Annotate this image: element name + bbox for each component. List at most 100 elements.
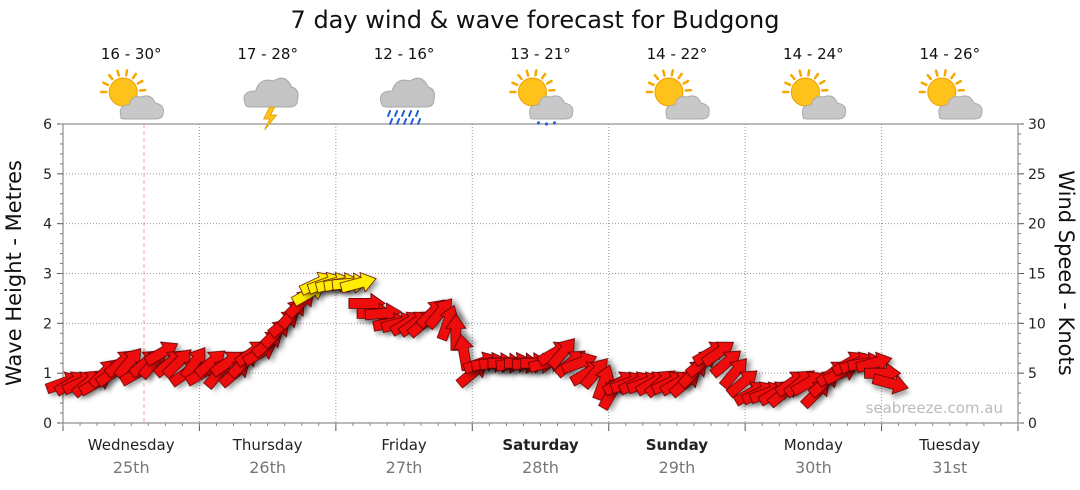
sun-ray xyxy=(818,79,826,85)
sun-cloud-drizzle-icon xyxy=(509,69,574,126)
temperature-range: 16 - 30° xyxy=(101,45,162,63)
sun-ray xyxy=(647,81,655,87)
sun-ray xyxy=(677,72,683,80)
rain-drop xyxy=(401,110,406,117)
y-left-tick-label: 6 xyxy=(43,117,52,133)
wind-arrow-shape xyxy=(718,358,747,391)
rain-drop xyxy=(408,110,413,117)
day-label: Monday xyxy=(784,436,843,454)
wind-arrow xyxy=(871,373,909,395)
day-label: Saturday xyxy=(502,436,579,454)
sun-cloud-icon xyxy=(918,69,983,120)
temperature-range: 14 - 22° xyxy=(647,45,708,63)
sun-ray xyxy=(116,69,121,77)
rain-drop xyxy=(387,110,392,117)
drizzle-drop xyxy=(536,121,541,125)
wind-arrow-shape xyxy=(436,304,460,342)
y-right-tick-label: 20 xyxy=(1028,217,1046,233)
cloud xyxy=(243,77,299,108)
sun-ray xyxy=(124,69,129,77)
wind-arrow xyxy=(700,341,735,368)
y-left-tick-label: 4 xyxy=(43,217,52,233)
temperature-range: 17 - 28° xyxy=(237,45,298,63)
date-label: 30th xyxy=(795,458,832,477)
wind-arrow xyxy=(161,349,192,380)
drizzle-drop xyxy=(552,121,557,125)
sun-ray xyxy=(653,73,660,81)
sun-ray xyxy=(920,81,928,87)
day-label: Friday xyxy=(381,436,427,454)
date-label: 29th xyxy=(659,458,696,477)
y-axis-left: 0 1 2 3 4 5 6 xyxy=(43,117,63,432)
sun-ray xyxy=(545,79,553,85)
sun-ray xyxy=(934,69,939,77)
y-left-tick-label: 3 xyxy=(43,267,52,283)
rain-drop xyxy=(410,118,415,125)
sun-ray xyxy=(541,72,547,80)
sun-ray xyxy=(670,69,674,77)
sun-ray xyxy=(789,73,796,81)
wind-arrow xyxy=(709,350,742,379)
sun-ray xyxy=(784,81,792,87)
rain-drop xyxy=(415,110,420,117)
rain-drop xyxy=(389,118,394,125)
chart-title: 7 day wind & wave forecast for Budgong xyxy=(291,6,780,34)
temperature-range: 12 - 16° xyxy=(374,45,435,63)
y-left-tick-label: 1 xyxy=(43,366,52,382)
lightning-bolt xyxy=(262,106,278,131)
sun-ray xyxy=(534,69,538,77)
rain-drop xyxy=(394,110,399,117)
sun-ray xyxy=(102,81,110,87)
sun-cloud-icon xyxy=(645,69,710,120)
cloud xyxy=(938,95,983,120)
sun-ray xyxy=(926,73,933,81)
wind-arrow-shape xyxy=(193,350,226,379)
weather-icons xyxy=(99,69,983,131)
wind-arrows xyxy=(44,271,909,411)
wind-arrow xyxy=(339,271,377,294)
wind-arrow-shape xyxy=(161,349,192,380)
y-right-tick-label: 25 xyxy=(1028,167,1046,183)
cloud-lightning-icon xyxy=(243,77,299,131)
sun-ray xyxy=(136,79,144,85)
wind-arrow xyxy=(436,304,460,342)
date-label: 28th xyxy=(522,458,559,477)
date-label: 26th xyxy=(249,458,286,477)
y-left-tick-label: 2 xyxy=(43,316,52,332)
sun-ray xyxy=(511,81,519,87)
wind-arrow-shape xyxy=(709,350,742,379)
sun-cloud-icon xyxy=(782,69,847,120)
wind-arrow xyxy=(546,338,575,371)
sun-ray xyxy=(955,79,963,85)
y-right-tick-label: 0 xyxy=(1028,416,1037,432)
x-axis-days: Wednesday 25th 16 - 30° Thursday 26th 17 - 28… xyxy=(62,45,1019,477)
wind-arrow xyxy=(193,350,226,379)
sun-ray xyxy=(813,72,820,80)
y-right-tick-label: 30 xyxy=(1028,117,1046,133)
day-label: Tuesday xyxy=(918,436,980,454)
sun-ray xyxy=(807,69,811,77)
cloud xyxy=(665,95,710,120)
y-axis-right: 0 5 10 15 20 25 30 xyxy=(1018,117,1046,432)
sun-ray xyxy=(525,69,530,77)
sun-cloud-icon xyxy=(99,69,165,120)
cloud xyxy=(801,95,847,120)
y-axis-right-label: Wind Speed - Knots xyxy=(1054,170,1078,375)
cloud xyxy=(379,77,435,108)
date-label: 25th xyxy=(113,458,150,477)
sun-ray xyxy=(798,69,803,77)
date-label: 31st xyxy=(932,458,967,477)
sun-ray xyxy=(107,73,114,81)
drizzle-drop xyxy=(544,122,549,126)
sun-ray xyxy=(517,73,523,81)
wind-arrow-shape xyxy=(339,271,377,294)
date-label: 27th xyxy=(386,458,423,477)
wind-arrow xyxy=(718,358,747,391)
wind-arrow-shape xyxy=(725,370,758,399)
temperature-range: 14 - 24° xyxy=(783,45,844,63)
day-label: Thursday xyxy=(232,436,303,454)
y-right-tick-label: 15 xyxy=(1028,267,1046,283)
wind-arrow-shape xyxy=(700,341,735,368)
y-right-tick-label: 10 xyxy=(1028,316,1046,332)
